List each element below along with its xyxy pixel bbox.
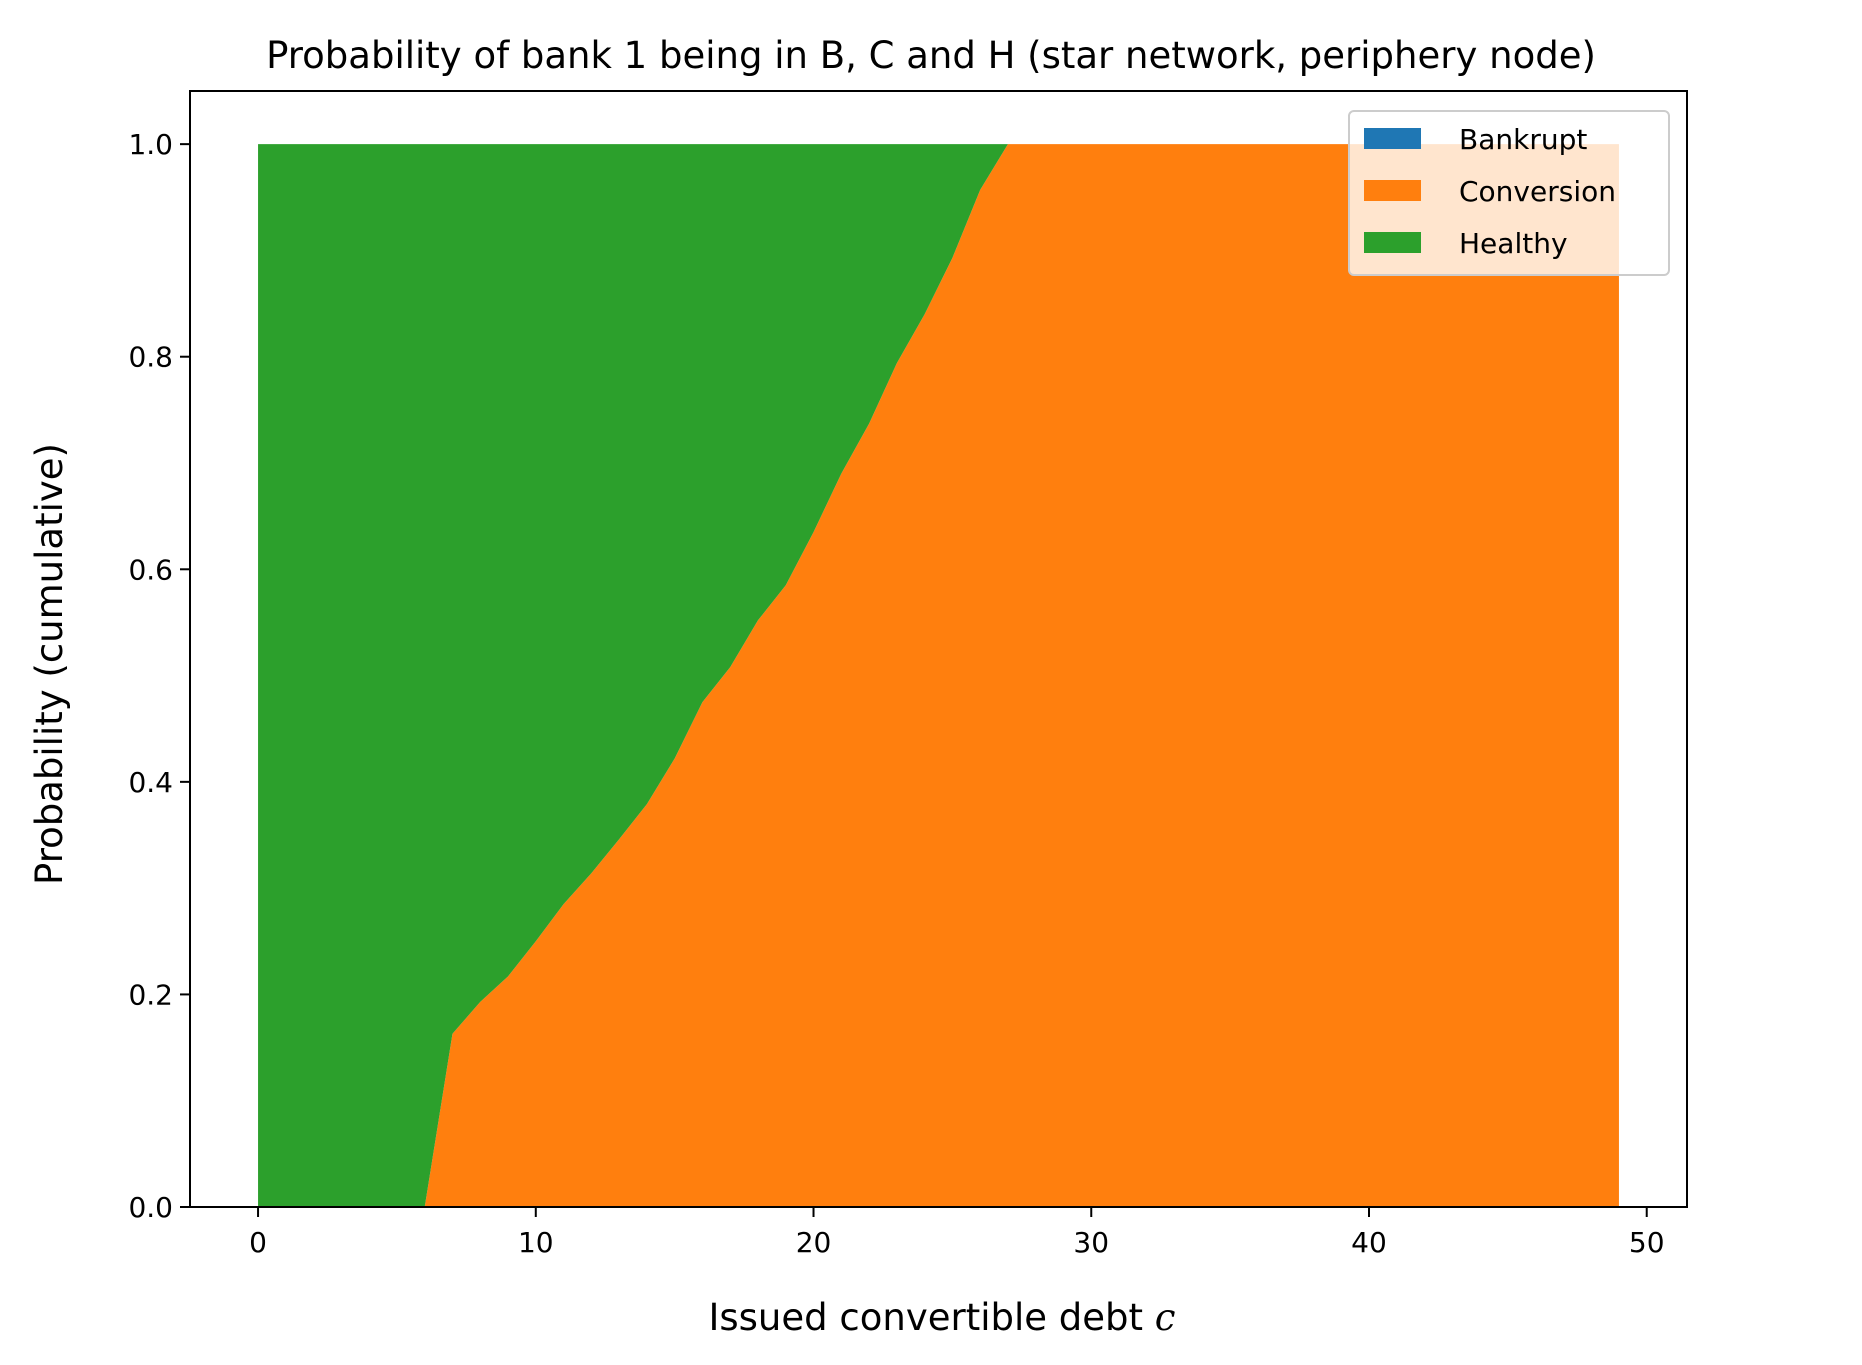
area-healthy: [258, 144, 1619, 1207]
legend-swatch-conversion: [1364, 180, 1421, 201]
x-axis-label-variable: c: [1155, 1296, 1176, 1339]
legend-label-bankrupt: Bankrupt: [1459, 123, 1587, 156]
x-axis-ticks: 0 10 20 30 40 50: [249, 1207, 1665, 1259]
y-tick-label: 0.6: [128, 553, 173, 586]
y-tick-label: 1.0: [128, 128, 173, 161]
y-tick-label: 0.2: [128, 978, 173, 1011]
x-tick-label: 40: [1351, 1226, 1387, 1259]
legend-label-healthy: Healthy: [1459, 227, 1568, 260]
x-axis-label-text: Issued convertible debt: [708, 1296, 1154, 1339]
plot-frame: [189, 90, 1688, 1208]
stacked-areas: [258, 144, 1619, 1207]
x-tick-label: 0: [249, 1226, 267, 1259]
x-tick-label: 50: [1629, 1226, 1665, 1259]
x-tick-label: 30: [1073, 1226, 1109, 1259]
legend-label-conversion: Conversion: [1459, 175, 1616, 208]
x-tick-label: 20: [796, 1226, 832, 1259]
y-axis-label: Probability (cumulative): [28, 443, 71, 885]
area-conversion: [258, 144, 1619, 1207]
legend-swatch-bankrupt: [1364, 128, 1421, 149]
x-axis-label: Issued convertible debt c: [708, 1296, 1175, 1339]
y-tick-label: 0.8: [128, 341, 173, 374]
legend: Bankrupt Conversion Healthy: [1348, 110, 1670, 276]
y-tick-label: 0.0: [128, 1191, 173, 1224]
y-axis-ticks: 0.0 0.2 0.4 0.6 0.8 1.0: [128, 128, 190, 1224]
legend-box: [1348, 110, 1670, 276]
x-tick-label: 10: [518, 1226, 554, 1259]
y-tick-label: 0.4: [128, 766, 173, 799]
chart-title: Probability of bank 1 being in B, C and …: [266, 34, 1596, 77]
legend-swatch-healthy: [1364, 232, 1421, 253]
